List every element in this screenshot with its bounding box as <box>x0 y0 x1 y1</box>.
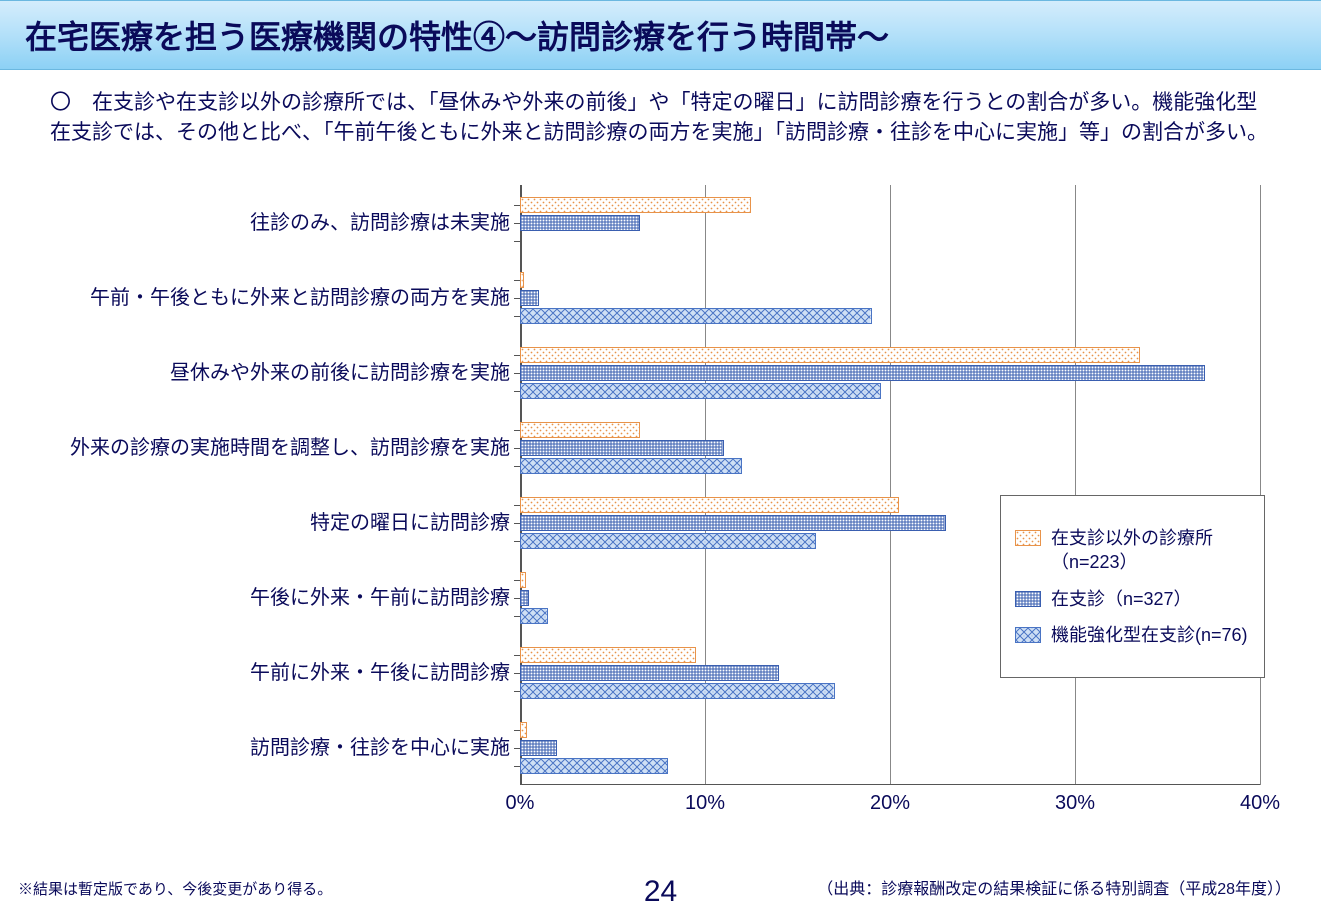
bar-s3 <box>520 308 872 324</box>
bar-s2 <box>520 740 557 756</box>
bar-s2 <box>520 440 724 456</box>
bar-s1 <box>520 422 640 438</box>
category-label: 外来の診療の実施時間を調整し、訪問診療を実施 <box>60 436 510 460</box>
footnote-right: （出典：診療報酬改定の結果検証に係る特別調査（平成28年度）） <box>817 875 1291 899</box>
plot-area: 0%10%20%30%40% <box>520 185 1260 785</box>
bar-s2 <box>520 290 539 306</box>
title-bar: 在宅医療を担う医療機関の特性④～訪問診療を行う時間帯～ <box>0 0 1321 70</box>
legend: 在支診以外の診療所（n=223） 在支診（n=327） 機能強化型在支診(n=76) <box>1000 495 1265 678</box>
bar-s1 <box>520 347 1140 363</box>
bar-s1 <box>520 647 696 663</box>
category-label: 昼休みや外来の前後に訪問診療を実施 <box>60 361 510 385</box>
bar-s1 <box>520 722 527 738</box>
x-tick-label: 40% <box>1240 792 1280 815</box>
page-title: 在宅医療を担う医療機関の特性④～訪問診療を行う時間帯～ <box>25 12 889 58</box>
grid-line <box>1260 185 1261 785</box>
x-tick-label: 0% <box>506 792 535 815</box>
legend-swatch <box>1015 627 1041 643</box>
category-label: 午前・午後ともに外来と訪問診療の両方を実施 <box>60 286 510 310</box>
bar-s3 <box>520 458 742 474</box>
category-label: 往診のみ、訪問診療は未実施 <box>60 211 510 235</box>
category-label: 特定の曜日に訪問診療 <box>60 511 510 535</box>
x-axis <box>520 784 1260 786</box>
page-number: 24 <box>644 875 677 909</box>
category-label: 午前に外来・午後に訪問診療 <box>60 661 510 685</box>
description-text: 〇 在支診や在支診以外の診療所では、「昼休みや外来の前後」や「特定の曜日」に訪問… <box>0 70 1321 149</box>
bar-s2 <box>520 215 640 231</box>
bar-s3 <box>520 758 668 774</box>
bar-s1 <box>520 197 751 213</box>
legend-label: 在支診（n=327） <box>1051 587 1192 611</box>
x-tick-label: 30% <box>1055 792 1095 815</box>
bar-s1 <box>520 497 899 513</box>
bar-s2 <box>520 665 779 681</box>
bar-s1 <box>520 572 526 588</box>
grid-line <box>1075 185 1076 785</box>
legend-item: 機能強化型在支診(n=76) <box>1015 623 1250 647</box>
bar-s1 <box>520 272 524 288</box>
footnote-left: ※結果は暫定版であり、今後変更があり得る。 <box>18 878 332 899</box>
legend-swatch <box>1015 591 1041 607</box>
legend-label: 在支診以外の診療所（n=223） <box>1051 526 1250 575</box>
bar-s2 <box>520 590 529 606</box>
legend-label: 機能強化型在支診(n=76) <box>1051 623 1248 647</box>
x-tick-label: 10% <box>685 792 725 815</box>
legend-item: 在支診（n=327） <box>1015 587 1250 611</box>
bar-s3 <box>520 608 548 624</box>
y-tick <box>514 241 520 242</box>
category-label: 午後に外来・午前に訪問診療 <box>60 586 510 610</box>
bar-s3 <box>520 683 835 699</box>
bar-s2 <box>520 515 946 531</box>
bar-s3 <box>520 383 881 399</box>
bar-s3 <box>520 533 816 549</box>
legend-swatch <box>1015 530 1041 546</box>
grid-line <box>890 185 891 785</box>
bar-s2 <box>520 365 1205 381</box>
x-tick-label: 20% <box>870 792 910 815</box>
legend-item: 在支診以外の診療所（n=223） <box>1015 526 1250 575</box>
chart-container: 0%10%20%30%40% 在支診以外の診療所（n=223）在支診（n=327… <box>60 185 1280 825</box>
category-label: 訪問診療・往診を中心に実施 <box>60 736 510 760</box>
